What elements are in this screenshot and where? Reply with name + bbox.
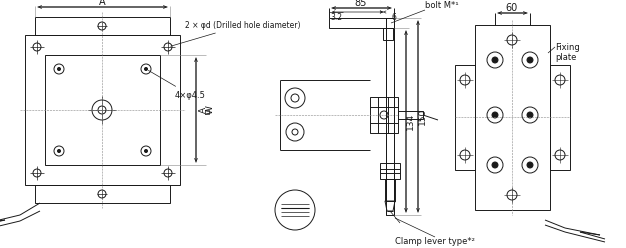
Text: 150: 150 [418, 107, 426, 125]
Circle shape [527, 57, 533, 63]
Text: 85: 85 [355, 0, 367, 8]
Circle shape [527, 112, 533, 118]
Bar [380, 163, 400, 179]
Bar [455, 65, 475, 170]
Circle shape [492, 57, 498, 63]
Text: 2 × φd (Drilled hole diameter): 2 × φd (Drilled hole diameter) [171, 21, 300, 46]
Text: A: A [99, 0, 105, 7]
Bar [386, 18, 394, 215]
Bar [370, 97, 398, 133]
Bar [385, 179, 395, 201]
Circle shape [145, 150, 148, 153]
Circle shape [58, 150, 61, 153]
Polygon shape [385, 201, 395, 211]
Bar [386, 133, 394, 163]
Bar [398, 111, 423, 119]
Text: W: W [205, 106, 215, 114]
Bar [35, 17, 170, 35]
Text: Fixing
plate: Fixing plate [555, 43, 580, 62]
Text: 134: 134 [406, 112, 414, 129]
Text: A: A [198, 107, 207, 113]
Circle shape [145, 67, 148, 70]
Bar [205, 110, 209, 114]
Bar [35, 185, 170, 203]
Text: 60: 60 [506, 3, 518, 13]
Circle shape [527, 162, 533, 168]
Circle shape [58, 67, 61, 70]
Text: 4×φ4.5: 4×φ4.5 [148, 70, 206, 99]
Bar [45, 55, 160, 165]
Text: Clamp lever type*²: Clamp lever type*² [395, 237, 475, 246]
Circle shape [492, 112, 498, 118]
Bar [383, 28, 393, 40]
Text: Mounting
bolt M*¹: Mounting bolt M*¹ [425, 0, 464, 10]
Bar [550, 65, 570, 170]
Text: 6: 6 [391, 13, 396, 23]
Circle shape [492, 162, 498, 168]
Bar [329, 18, 394, 28]
Bar [475, 25, 550, 210]
Bar [25, 35, 180, 185]
Text: 3.2: 3.2 [330, 13, 342, 23]
